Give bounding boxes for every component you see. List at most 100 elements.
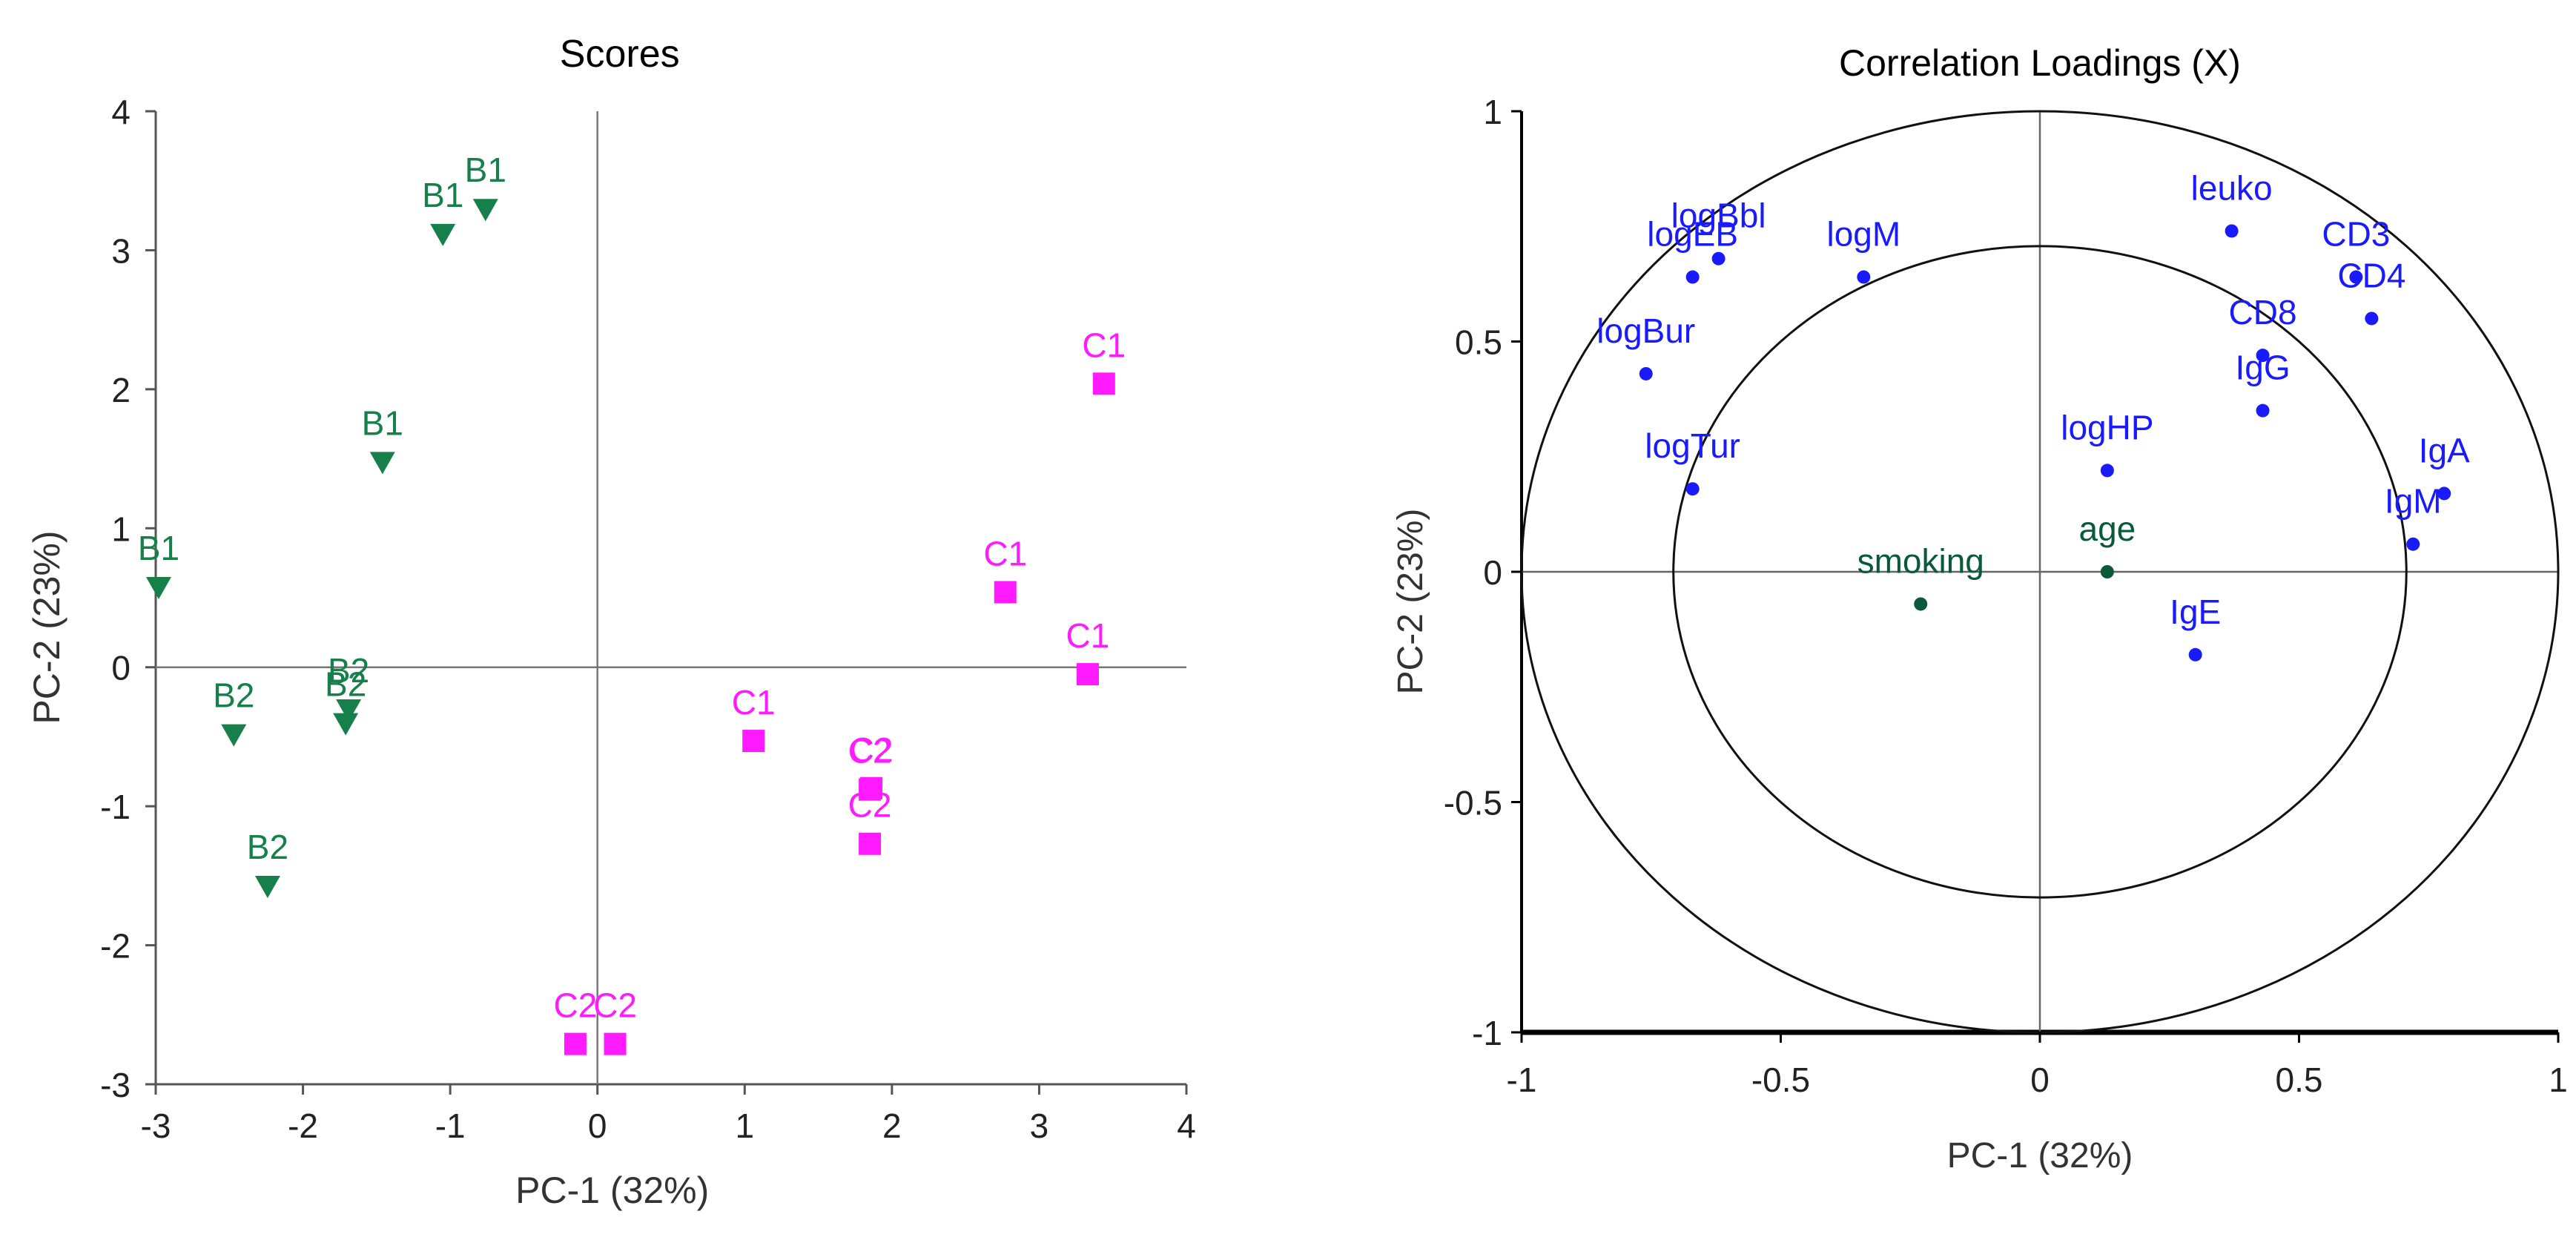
loadings-inner-circle [1672, 245, 2408, 899]
score-point-marker [994, 581, 1017, 604]
score-point-marker [333, 713, 359, 736]
loading-point-label: smoking [1857, 541, 1984, 580]
loading-point-marker [2437, 487, 2451, 501]
scores-x-tick: 3 [1030, 1107, 1049, 1145]
score-point-label: C2 [554, 986, 598, 1025]
loading-point-marker [1857, 270, 1871, 284]
scores-y-tick: -2 [100, 927, 131, 966]
loadings-x-axis-label: PC-1 (32%) [1947, 1136, 2133, 1175]
scores-y-tick: 4 [111, 93, 131, 131]
loadings-x-tick: 1 [2549, 1061, 2568, 1099]
loadings-y-ticks: 1 0.5 0 -0.5 -1 [1444, 93, 1502, 1052]
score-point-label: B1 [138, 529, 179, 567]
scores-x-ticks: -3 -2 -1 0 1 2 3 4 [141, 1107, 1196, 1145]
loading-point-marker [1685, 482, 1700, 496]
score-point-marker [145, 577, 171, 600]
scores-x-axis-label: PC-1 (32%) [515, 1170, 709, 1211]
loading-point-marker [1685, 270, 1700, 284]
scores-axes [145, 110, 1188, 1095]
scores-y-tick: -3 [100, 1066, 131, 1104]
scores-x-tick: 2 [882, 1107, 902, 1145]
loading-point-label: IgG [2235, 349, 2290, 387]
loading-point-marker [2256, 349, 2270, 363]
score-point-label: B1 [362, 403, 403, 442]
score-point-marker [336, 699, 362, 722]
loading-point-marker [2100, 565, 2114, 578]
loading-point-label: IgE [2170, 593, 2221, 631]
score-point-label: C1 [732, 683, 776, 722]
score-point-label: C1 [983, 535, 1027, 573]
score-point-marker [430, 223, 456, 246]
loading-point-label: CD3 [2322, 215, 2390, 254]
loading-point-label: logTur [1645, 426, 1740, 465]
score-point-label: B2 [325, 665, 366, 704]
loading-point-label: logHP [2061, 408, 2153, 446]
scores-y-axis-label: PC-2 (23%) [26, 530, 67, 724]
loading-point-marker [2365, 311, 2379, 326]
loading-point-marker [1639, 366, 1653, 380]
loadings-axes [1511, 110, 2560, 1043]
scores-x-tick: -1 [435, 1107, 466, 1145]
scores-x-tick: 1 [735, 1107, 754, 1145]
scores-x-tick: -3 [141, 1107, 171, 1145]
loadings-y-axis-label: PC-2 (23%) [1391, 509, 1430, 695]
loadings-y-tick: 0 [1483, 553, 1502, 592]
score-point-marker [859, 832, 882, 855]
loading-point-marker [2188, 647, 2202, 662]
score-point-marker [254, 875, 280, 898]
scores-y-tick: 0 [111, 649, 131, 687]
loadings-x-tick: 0 [2030, 1061, 2050, 1099]
loadings-y-tick: 0.5 [1455, 323, 1502, 362]
loadings-title: Correlation Loadings (X) [1839, 42, 2241, 84]
loading-point-label: CD8 [2229, 293, 2297, 332]
scores-x-tick: 4 [1177, 1107, 1196, 1145]
loading-point-label: CD4 [2337, 256, 2405, 294]
loadings-y-tick: -0.5 [1444, 784, 1502, 822]
loading-point-label: logBur [1596, 311, 1695, 350]
score-point-marker [472, 199, 498, 222]
score-point-label: C1 [1066, 616, 1110, 655]
scores-title: Scores [560, 33, 680, 76]
loadings-panel: Correlation Loadings (X) PC-1 (32%) PC-2… [1391, 42, 2568, 1175]
score-point-label: C1 [1082, 326, 1126, 364]
score-point-label: B2 [213, 676, 254, 715]
score-point-marker [564, 1032, 587, 1055]
scores-y-tick: 3 [111, 231, 131, 270]
scores-y-tick: 2 [111, 371, 131, 409]
score-point-marker [221, 724, 247, 747]
loadings-y-tick: 1 [1483, 93, 1502, 131]
loading-point-label: age [2078, 509, 2136, 548]
score-point-label: C2 [848, 786, 892, 825]
scores-y-ticks: -3 -2 -1 0 1 2 3 4 [100, 93, 131, 1104]
score-point-label: B1 [422, 176, 463, 214]
scores-y-tick: 1 [111, 509, 131, 548]
loading-point-label: logBbl [1671, 197, 1766, 235]
loading-point-marker [2349, 270, 2363, 284]
loading-point-marker [1914, 597, 1928, 611]
scores-x-tick: 0 [588, 1107, 607, 1145]
score-point-marker [369, 452, 395, 475]
score-point-label: C2 [593, 986, 637, 1025]
loading-point-label: logEB [1647, 215, 1738, 254]
score-point-label: B2 [328, 651, 369, 690]
loading-point-marker [2406, 537, 2420, 551]
loadings-x-ticks: -1 -0.5 0 0.5 1 [1507, 1061, 2568, 1099]
scores-y-tick: -1 [100, 788, 131, 826]
score-point-label: B1 [465, 151, 506, 189]
loading-point-label: logM [1826, 215, 1900, 254]
score-point-label: C2 [848, 732, 892, 771]
scores-x-tick: -2 [288, 1107, 318, 1145]
score-point-label: B2 [247, 828, 288, 866]
loadings-x-tick: -1 [1507, 1061, 1537, 1099]
loading-point-marker [2256, 403, 2270, 418]
loadings-y-tick: -1 [1472, 1014, 1502, 1052]
scores-panel: Scores PC-1 (32%) PC-2 (23%) -3 -2 -1 0 … [26, 33, 1196, 1211]
loading-point-label: leuko [2191, 168, 2273, 207]
loadings-x-tick: 0.5 [2276, 1061, 2323, 1099]
score-point-marker [742, 730, 765, 753]
loading-point-label: IgM [2385, 482, 2442, 521]
loading-point-marker [2100, 464, 2114, 478]
